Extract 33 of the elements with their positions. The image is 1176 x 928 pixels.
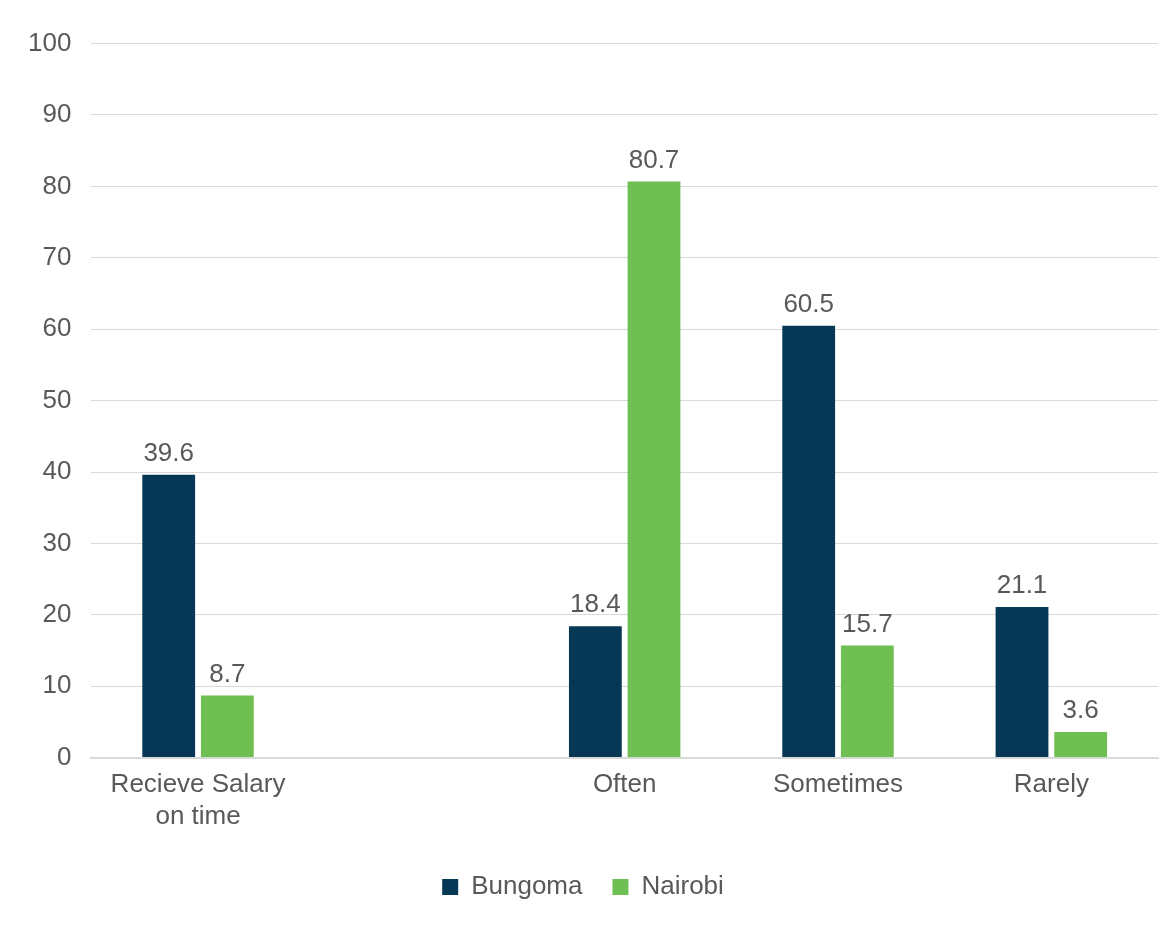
data-label: 3.6 [1062,694,1099,725]
bar [840,645,894,758]
y-tick-label: 60 [42,312,72,343]
y-tick-label: 40 [42,455,72,486]
bar [1054,731,1108,758]
bar [627,181,681,758]
legend-label: Bungoma [471,870,584,901]
y-tick-label: 100 [27,26,72,57]
bar [568,626,622,758]
y-tick-label: 20 [42,597,72,628]
bar [995,606,1049,758]
data-label: 15.7 [842,607,893,638]
x-tick-label: Rarely [1013,768,1089,799]
data-label: 80.7 [628,143,680,174]
data-label: 60.5 [783,287,834,318]
data-label: 39.6 [143,437,195,468]
y-tick-label: 10 [42,669,72,700]
x-tick-label: Sometimes [772,768,904,799]
bar [142,474,196,758]
legend-label: Nairobi [641,870,724,901]
y-tick-label: 90 [42,98,72,129]
y-tick-label: 50 [42,383,72,414]
data-label: 21.1 [996,569,1048,600]
data-label: 8.7 [209,657,246,688]
x-tick-label: Often [592,768,657,799]
data-label: 18.4 [570,588,621,619]
bar [200,695,254,758]
bar [782,325,836,758]
y-tick-label: 70 [42,240,72,271]
y-tick-label: 0 [56,740,72,771]
x-tick-label: Recieve Salary on time [110,768,286,830]
y-tick-label: 30 [42,526,72,557]
y-tick-label: 80 [42,169,72,200]
